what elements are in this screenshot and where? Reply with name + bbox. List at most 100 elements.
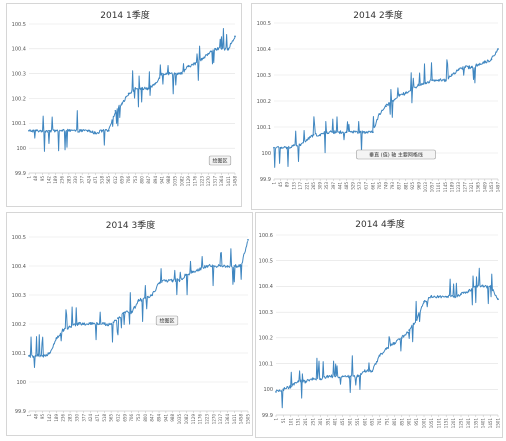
data-point bbox=[457, 68, 460, 71]
x-tick-label: 894 bbox=[153, 176, 158, 184]
x-tick-label: 1451 bbox=[488, 418, 493, 429]
x-tick-label: 988 bbox=[170, 414, 175, 422]
data-point bbox=[489, 285, 492, 288]
x-tick-label: 925 bbox=[410, 182, 415, 190]
x-tick-label: 1101 bbox=[436, 182, 441, 193]
x-tick-label: 1101 bbox=[436, 418, 441, 429]
data-point bbox=[297, 380, 300, 383]
y-tick-label: 100.3 bbox=[12, 293, 26, 299]
data-point bbox=[304, 380, 307, 383]
data-point bbox=[94, 132, 97, 135]
data-point bbox=[326, 375, 329, 378]
data-point bbox=[76, 323, 78, 325]
data-point bbox=[144, 297, 147, 299]
x-tick-label: 518 bbox=[100, 176, 105, 184]
data-point bbox=[227, 47, 230, 50]
data-point bbox=[187, 65, 190, 68]
data-point bbox=[332, 131, 335, 134]
y-tick-label: 100.1 bbox=[257, 125, 271, 131]
data-point bbox=[482, 285, 485, 288]
data-point bbox=[391, 100, 394, 102]
x-tick-label: 1151 bbox=[444, 418, 449, 429]
x-tick-label: 881 bbox=[403, 182, 408, 190]
x-tick-label: 1411 bbox=[226, 176, 231, 187]
x-tick-label: 451 bbox=[340, 418, 345, 426]
x-tick-label: 706 bbox=[126, 176, 131, 184]
x-tick-label: 801 bbox=[392, 418, 397, 426]
y-tick-label: 100 bbox=[263, 387, 273, 393]
data-point bbox=[207, 52, 210, 55]
data-point bbox=[178, 279, 181, 282]
y-tick-label: 100.4 bbox=[259, 284, 273, 290]
data-point bbox=[192, 270, 195, 273]
x-tick-label: 701 bbox=[377, 418, 382, 426]
data-point bbox=[460, 293, 462, 296]
y-tick-label: 100.3 bbox=[12, 71, 26, 77]
data-point bbox=[431, 79, 434, 82]
x-tick-label: 377 bbox=[80, 176, 85, 184]
data-point bbox=[240, 265, 243, 267]
x-tick-label: 1082 bbox=[179, 176, 184, 187]
x-tick-label: 1301 bbox=[466, 418, 471, 429]
data-point bbox=[452, 295, 455, 298]
data-point bbox=[147, 87, 150, 90]
x-tick-label: 1201 bbox=[451, 418, 456, 429]
data-point bbox=[234, 35, 236, 38]
data-point bbox=[117, 317, 119, 320]
x-tick-label: 753 bbox=[136, 414, 141, 422]
x-tick-label: 941 bbox=[163, 414, 168, 422]
data-point bbox=[325, 131, 328, 134]
x-tick-label: 1176 bbox=[193, 176, 198, 187]
x-tick-label: 705 bbox=[377, 182, 382, 190]
x-tick-label: 1401 bbox=[481, 418, 486, 429]
x-tick-label: 1035 bbox=[177, 414, 182, 425]
series-line-noise bbox=[273, 49, 499, 168]
data-point bbox=[400, 336, 403, 339]
x-tick-label: 749 bbox=[384, 182, 389, 190]
data-point bbox=[378, 354, 381, 357]
data-point bbox=[89, 323, 92, 325]
data-point bbox=[415, 318, 418, 321]
series-line-noise bbox=[28, 28, 236, 152]
annotation-text: 绘图区 bbox=[159, 317, 174, 324]
data-point bbox=[312, 133, 315, 136]
x-tick-label: 1 bbox=[274, 418, 279, 421]
x-tick-label: 142 bbox=[47, 414, 52, 422]
data-point bbox=[312, 378, 314, 380]
x-tick-label: 793 bbox=[390, 182, 395, 190]
x-tick-label: 351 bbox=[325, 418, 330, 426]
x-tick-label: 1233 bbox=[456, 182, 461, 193]
x-tick-label: 612 bbox=[113, 176, 118, 184]
y-tick-label: 100.2 bbox=[12, 96, 26, 102]
data-point bbox=[28, 129, 30, 132]
x-tick-label: 1409 bbox=[482, 182, 487, 193]
data-point bbox=[341, 375, 344, 378]
x-tick-label: 1 bbox=[272, 182, 277, 185]
x-tick-label: 951 bbox=[414, 418, 419, 426]
x-tick-label: 1129 bbox=[186, 176, 191, 187]
x-tick-label: 753 bbox=[133, 176, 138, 184]
y-tick-label: 100.3 bbox=[259, 310, 273, 316]
x-tick-label: 573 bbox=[357, 182, 362, 190]
data-point bbox=[371, 370, 374, 373]
data-point bbox=[247, 239, 249, 241]
y-tick-label: 100.2 bbox=[12, 322, 26, 328]
data-point bbox=[185, 273, 188, 276]
y-tick-label: 100.5 bbox=[12, 235, 26, 241]
x-tick-label: 894 bbox=[157, 414, 162, 422]
data-point bbox=[371, 131, 374, 134]
y-tick-label: 99.9 bbox=[15, 409, 26, 415]
chart-svg: 2014 4季度 99.9 100 100.1 100.2 100.3 100.4 100.5… bbox=[259, 218, 501, 429]
data-point bbox=[127, 92, 130, 95]
data-point bbox=[55, 337, 58, 340]
x-tick-label: 501 bbox=[348, 418, 353, 426]
x-tick-label: 1176 bbox=[198, 414, 203, 425]
x-tick-label: 565 bbox=[106, 176, 111, 184]
annotation-text: 绘图区 bbox=[212, 157, 227, 164]
data-point bbox=[483, 61, 486, 63]
x-tick-label: 988 bbox=[166, 176, 171, 184]
x-tick-label: 1270 bbox=[206, 176, 211, 187]
x-tick-label: 1364 bbox=[225, 414, 230, 425]
x-tick-label: 471 bbox=[95, 414, 100, 422]
data-point bbox=[418, 84, 420, 87]
